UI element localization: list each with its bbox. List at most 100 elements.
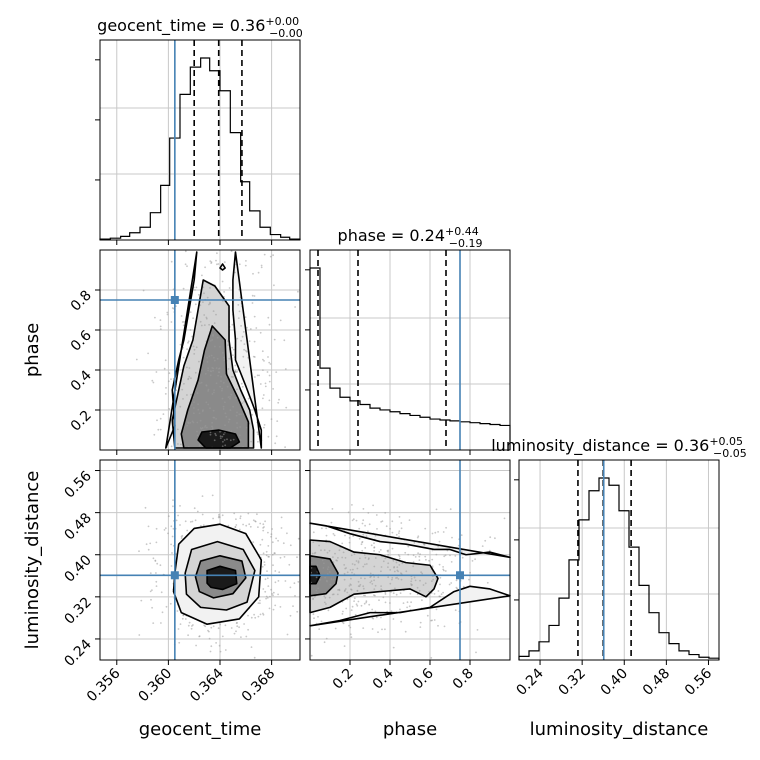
sample-point bbox=[353, 597, 356, 600]
sample-point bbox=[346, 571, 349, 574]
sample-point bbox=[224, 401, 226, 404]
sample-point bbox=[245, 524, 248, 527]
sample-point bbox=[372, 504, 374, 507]
sample-point bbox=[425, 558, 427, 561]
sample-point bbox=[331, 508, 334, 510]
sample-point bbox=[397, 554, 400, 556]
sample-point bbox=[257, 526, 259, 528]
sample-point bbox=[179, 443, 182, 446]
sample-point bbox=[297, 581, 300, 583]
sample-point bbox=[205, 401, 208, 404]
sample-point bbox=[393, 566, 396, 568]
sample-point bbox=[229, 397, 231, 400]
sample-point bbox=[211, 339, 214, 341]
sample-point bbox=[274, 442, 277, 445]
sample-point bbox=[219, 623, 222, 626]
sample-point bbox=[186, 348, 189, 350]
sample-point bbox=[209, 370, 212, 373]
sample-point bbox=[273, 338, 276, 341]
sample-point bbox=[190, 377, 192, 380]
x-tick-label: 0.48 bbox=[640, 666, 673, 699]
sample-point bbox=[223, 356, 225, 359]
sample-point bbox=[235, 414, 238, 417]
sample-point bbox=[200, 324, 203, 327]
sample-point bbox=[223, 291, 226, 293]
sample-point bbox=[261, 350, 264, 353]
panel-title-luminosity_distance: luminosity_distance = 0.36+0.05 −0.05 bbox=[491, 435, 747, 460]
sample-point bbox=[230, 627, 233, 629]
sample-point bbox=[238, 310, 241, 313]
sample-point bbox=[242, 366, 245, 369]
sample-point bbox=[239, 517, 242, 520]
sample-point bbox=[267, 585, 270, 587]
sample-point bbox=[213, 322, 216, 324]
sample-point bbox=[212, 335, 214, 337]
sample-point bbox=[373, 579, 375, 582]
sample-point bbox=[449, 554, 451, 557]
sample-point bbox=[338, 549, 341, 552]
sample-point bbox=[165, 387, 167, 389]
sample-point bbox=[461, 556, 464, 559]
sample-point bbox=[221, 514, 224, 517]
sample-point bbox=[152, 622, 155, 624]
sample-point bbox=[371, 608, 374, 611]
sample-point bbox=[213, 359, 216, 362]
sample-point bbox=[186, 366, 188, 369]
sample-point bbox=[348, 585, 351, 587]
sample-point bbox=[364, 524, 366, 527]
sample-point bbox=[349, 569, 352, 571]
sample-point bbox=[375, 616, 378, 619]
density-region bbox=[207, 566, 237, 590]
sample-point bbox=[352, 535, 355, 537]
sample-point bbox=[357, 585, 360, 587]
sample-point bbox=[351, 605, 354, 608]
sample-point bbox=[356, 567, 359, 570]
sample-point bbox=[474, 558, 476, 561]
sample-point bbox=[262, 523, 265, 526]
injection-marker bbox=[170, 571, 179, 580]
sample-point bbox=[215, 418, 218, 420]
sample-point bbox=[332, 561, 335, 563]
sample-point bbox=[198, 635, 201, 638]
sample-point bbox=[439, 576, 442, 579]
sample-point bbox=[378, 551, 381, 553]
sample-point bbox=[421, 572, 424, 575]
sample-point bbox=[222, 408, 225, 410]
sample-point bbox=[389, 569, 392, 571]
contour-line bbox=[309, 585, 511, 627]
sample-point bbox=[200, 381, 203, 384]
sample-point bbox=[355, 603, 358, 606]
sample-point bbox=[416, 586, 419, 589]
sample-point bbox=[247, 397, 250, 400]
contour-line bbox=[232, 251, 263, 449]
sample-point bbox=[215, 313, 217, 316]
sample-point bbox=[156, 562, 159, 565]
hist-luminosity_distance bbox=[518, 477, 720, 660]
sample-point bbox=[270, 533, 273, 536]
sample-point bbox=[254, 616, 257, 619]
sample-point bbox=[183, 382, 185, 385]
sample-point bbox=[262, 394, 265, 396]
sample-point bbox=[191, 335, 194, 338]
sample-point bbox=[140, 599, 143, 602]
sample-point bbox=[211, 421, 214, 424]
sample-point bbox=[196, 421, 199, 424]
sample-point bbox=[250, 616, 253, 619]
sample-point bbox=[262, 358, 264, 361]
sample-point bbox=[377, 631, 379, 634]
sample-point bbox=[253, 613, 256, 616]
sample-point bbox=[195, 286, 198, 289]
sample-point bbox=[172, 288, 175, 291]
sample-point bbox=[231, 346, 234, 349]
sample-point bbox=[283, 556, 286, 558]
sample-point bbox=[253, 340, 256, 343]
sample-point bbox=[325, 534, 328, 537]
sample-point bbox=[233, 632, 236, 635]
sample-point bbox=[296, 610, 299, 613]
sample-point bbox=[344, 534, 346, 537]
sample-point bbox=[219, 437, 222, 439]
x-tick-label: 0.360 bbox=[136, 666, 176, 706]
text-layer: geocent_time = 0.36+0.00 −0.00 phase = 0.2… bbox=[22, 15, 747, 740]
sample-point bbox=[349, 633, 352, 636]
sample-point bbox=[413, 541, 416, 544]
